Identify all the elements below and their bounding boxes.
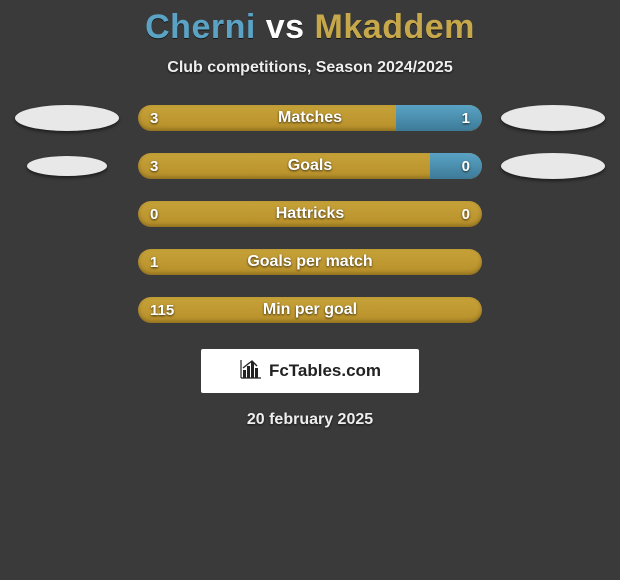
subtitle: Club competitions, Season 2024/2025 xyxy=(0,59,620,77)
stat-bar: 115Min per goal xyxy=(138,297,482,323)
branding-text: FcTables.com xyxy=(269,361,381,381)
stat-bar: 1Goals per match xyxy=(138,249,482,275)
bar-label: Goals per match xyxy=(138,249,482,275)
stat-bar: 00Hattricks xyxy=(138,201,482,227)
stat-bar: 31Matches xyxy=(138,105,482,131)
left-side xyxy=(12,156,122,176)
stat-row: 1Goals per match xyxy=(0,249,620,275)
date-text: 20 february 2025 xyxy=(0,411,620,429)
stat-bar: 30Goals xyxy=(138,153,482,179)
stat-row: 30Goals xyxy=(0,153,620,179)
stat-row: 31Matches xyxy=(0,105,620,131)
ellipse-right xyxy=(501,153,605,179)
chart-bars-icon xyxy=(239,358,263,385)
right-side xyxy=(498,105,608,131)
branding-badge: FcTables.com xyxy=(201,349,419,393)
ellipse-left xyxy=(15,105,119,131)
title-player1: Cherni xyxy=(145,8,256,46)
ellipse-left xyxy=(27,156,107,176)
bar-label: Min per goal xyxy=(138,297,482,323)
bar-label: Goals xyxy=(138,153,482,179)
right-side xyxy=(498,153,608,179)
title-vs: vs xyxy=(266,8,305,46)
left-side xyxy=(12,105,122,131)
stat-row: 00Hattricks xyxy=(0,201,620,227)
page-title: Cherni vs Mkaddem xyxy=(0,8,620,47)
bar-label: Matches xyxy=(138,105,482,131)
stat-rows: 31Matches 30Goals 00Hattricks 1Goals per ma… xyxy=(0,105,620,323)
ellipse-right xyxy=(501,105,605,131)
comparison-card: Cherni vs Mkaddem Club competitions, Sea… xyxy=(0,0,620,429)
stat-row: 115Min per goal xyxy=(0,297,620,323)
title-player2: Mkaddem xyxy=(315,8,475,46)
bar-label: Hattricks xyxy=(138,201,482,227)
